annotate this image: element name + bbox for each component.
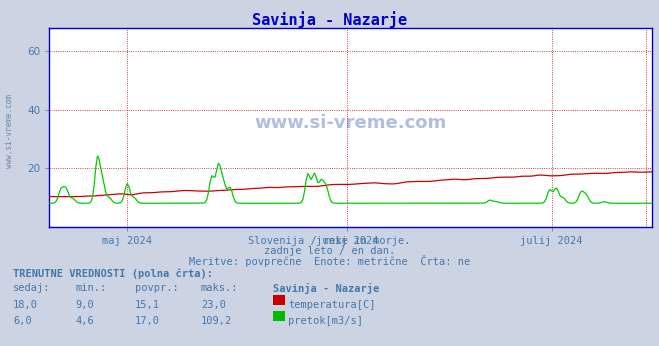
Text: min.:: min.: [76,283,107,293]
Text: 6,0: 6,0 [13,316,32,326]
Text: Savinja - Nazarje: Savinja - Nazarje [273,283,380,294]
Text: 18,0: 18,0 [13,300,38,310]
Text: sedaj:: sedaj: [13,283,51,293]
Text: pretok[m3/s]: pretok[m3/s] [288,316,363,326]
Text: Meritve: povprečne  Enote: metrične  Črta: ne: Meritve: povprečne Enote: metrične Črta:… [189,255,470,267]
Text: zadnje leto / en dan.: zadnje leto / en dan. [264,246,395,256]
Text: 109,2: 109,2 [201,316,232,326]
Text: temperatura[C]: temperatura[C] [288,300,376,310]
Text: www.si-vreme.com: www.si-vreme.com [255,114,447,132]
Text: 4,6: 4,6 [76,316,94,326]
Text: www.si-vreme.com: www.si-vreme.com [5,94,14,169]
Text: TRENUTNE VREDNOSTI (polna črta):: TRENUTNE VREDNOSTI (polna črta): [13,268,213,279]
Text: 23,0: 23,0 [201,300,226,310]
Text: Savinja - Nazarje: Savinja - Nazarje [252,11,407,28]
Text: 9,0: 9,0 [76,300,94,310]
Text: 15,1: 15,1 [135,300,160,310]
Text: maks.:: maks.: [201,283,239,293]
Text: povpr.:: povpr.: [135,283,179,293]
Text: Slovenija / reke in morje.: Slovenija / reke in morje. [248,236,411,246]
Text: 17,0: 17,0 [135,316,160,326]
